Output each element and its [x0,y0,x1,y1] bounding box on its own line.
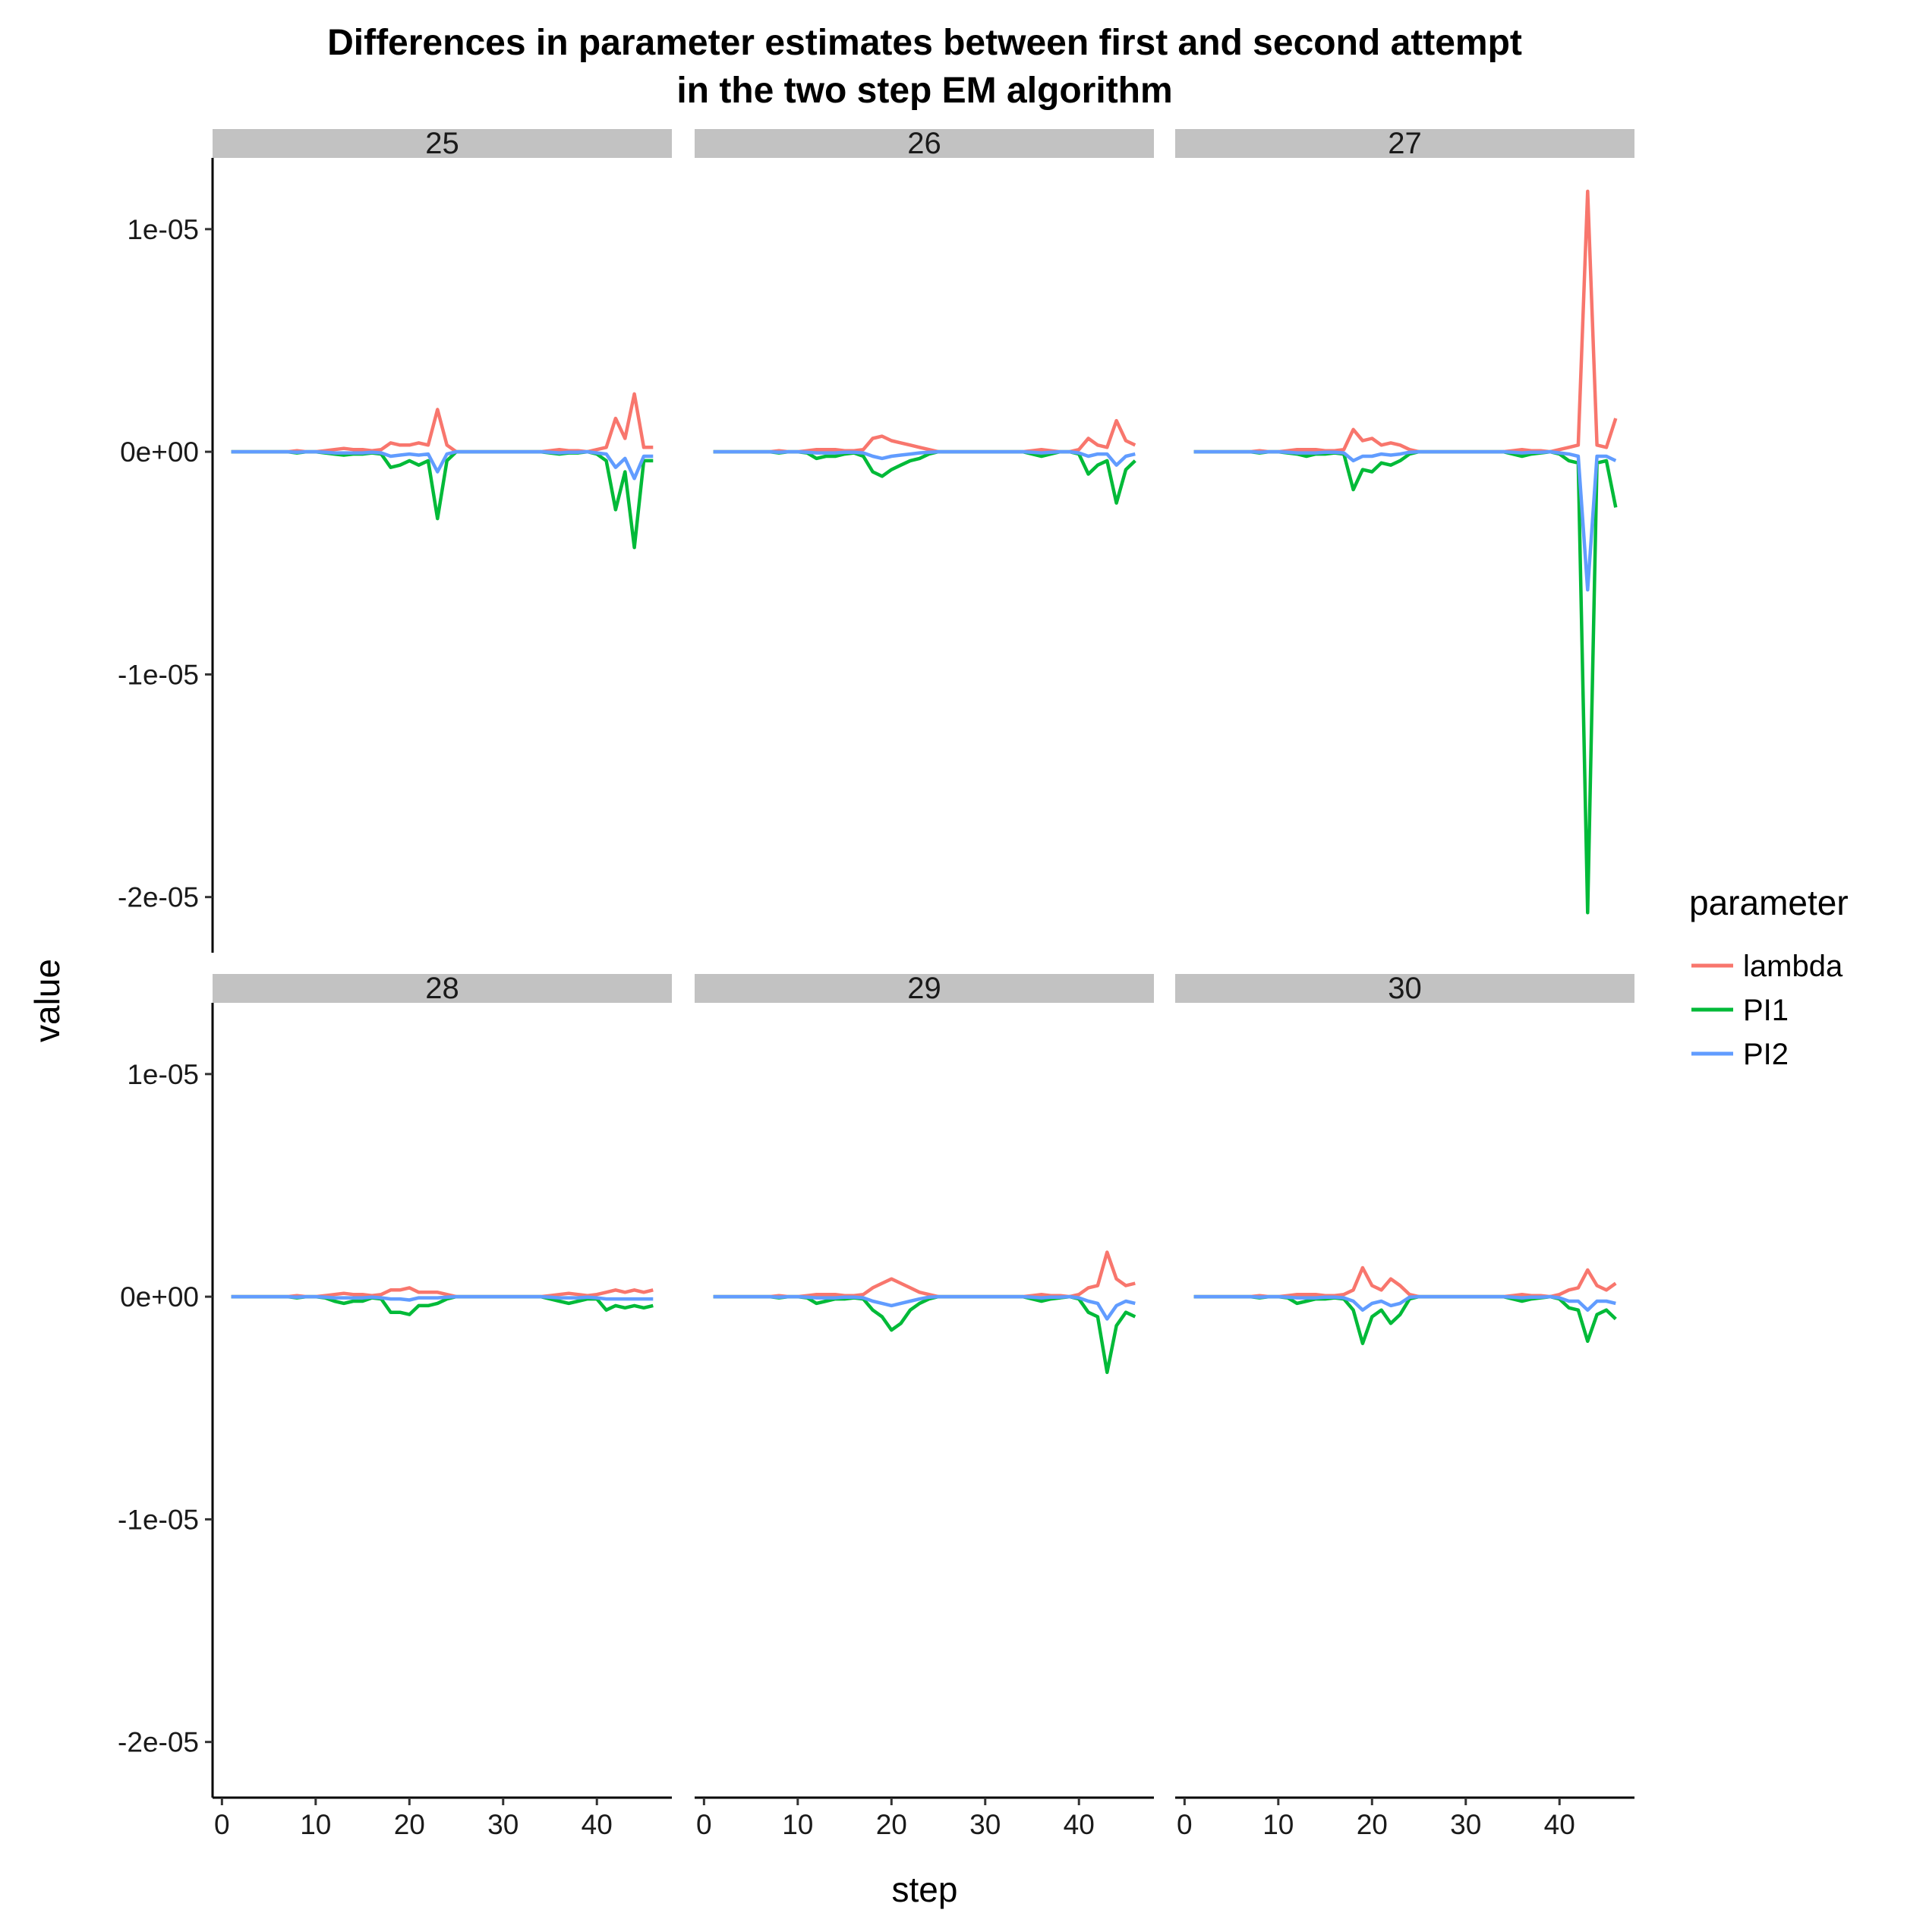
legend-item-pi1: PI1 [1691,994,1789,1027]
series-line-pi1-panel-28 [231,1294,654,1316]
facet-strip [1175,129,1634,158]
facet-strip [695,129,1154,158]
x-tick-label: 10 [1262,1809,1294,1840]
x-tick-label: 40 [1064,1809,1095,1840]
facet-strip-label: 30 [1388,972,1422,1005]
y-axis-title: value [27,959,67,1042]
series-line-pi2-panel-25 [231,449,654,481]
series-line-pi2-panel-30 [1193,1294,1616,1312]
series-line-lambda-panel-25 [231,392,654,454]
legend-title: parameter [1689,883,1849,922]
x-tick-label: 10 [300,1809,331,1840]
facet-strip [213,974,672,1003]
series-line-pi1-panel-29 [713,1294,1136,1375]
facet-panel-26: 26 [695,127,1154,505]
series-line-lambda-panel-26 [713,418,1136,454]
y-tick-label: -2e-05 [118,882,199,913]
x-tick-label: 30 [969,1809,1001,1840]
x-tick-label: 0 [214,1809,230,1840]
facet-panels: 25 1e-05 0e+00 -1e-05 -2e-05 26 27 28 1e-05 0e+00… [118,127,1634,1840]
y-tick-label: 0e+00 [120,1281,199,1313]
y-tick-label: 1e-05 [127,1059,199,1090]
series-line-lambda-panel-29 [713,1250,1136,1299]
series-line-lambda-panel-30 [1193,1265,1617,1299]
facet-strip-label: 28 [425,972,459,1005]
facet-strip-label: 29 [907,972,941,1005]
facet-panel-25: 25 1e-05 0e+00 -1e-05 -2e-05 [118,127,672,953]
legend-item-pi2: PI2 [1691,1038,1789,1071]
y-tick-label: -1e-05 [118,1504,199,1535]
facet-panel-27: 27 [1175,127,1634,915]
series-line-pi1-panel-27 [1193,449,1618,915]
y-tick-label: -1e-05 [118,659,199,690]
facet-strip [695,974,1154,1003]
facet-strip-label: 26 [907,127,941,160]
facet-strip-label: 27 [1388,127,1422,160]
facet-strip-label: 25 [425,127,459,160]
legend-label: PI1 [1743,994,1789,1027]
x-tick-label: 20 [394,1809,425,1840]
x-axis-title: step [892,1870,958,1909]
facet-strip [1175,974,1634,1003]
legend-item-lambda: lambda [1691,950,1843,983]
series-line-lambda-panel-27 [1193,189,1618,454]
series-line-pi2-panel-27 [1193,449,1617,592]
series-line-pi2-panel-28 [231,1294,654,1302]
y-tick-label: -2e-05 [118,1727,199,1758]
y-tick-label: 0e+00 [120,437,199,468]
facet-panel-30: 30 0 10 20 30 40 [1175,972,1634,1840]
series-line-pi2-panel-29 [713,1294,1136,1321]
x-tick-label: 30 [487,1809,519,1840]
x-tick-label: 40 [1544,1809,1575,1840]
x-tick-label: 30 [1450,1809,1481,1840]
chart-subtitle: in the two step EM algorithm [676,71,1172,111]
x-tick-label: 40 [582,1809,613,1840]
y-tick-label: 1e-05 [127,214,199,245]
facet-strip [213,129,672,158]
x-tick-label: 0 [696,1809,712,1840]
legend-label: lambda [1743,950,1843,983]
facet-panel-28: 28 1e-05 0e+00 -1e-05 -2e-05 0 10 20 30 40 [118,972,672,1840]
series-line-pi2-panel-26 [713,449,1136,467]
x-tick-label: 0 [1177,1809,1193,1840]
series-line-pi1-panel-30 [1193,1294,1617,1345]
legend-label: PI2 [1743,1038,1789,1071]
facet-panel-29: 29 0 10 20 30 40 [695,972,1154,1840]
chart-title: Differences in parameter estimates betwe… [327,23,1522,63]
x-tick-label: 10 [782,1809,813,1840]
x-tick-label: 20 [1357,1809,1388,1840]
series-line-pi1-panel-26 [713,449,1136,505]
legend: parameter lambda PI1 PI2 [1689,883,1849,1071]
x-tick-label: 20 [876,1809,907,1840]
